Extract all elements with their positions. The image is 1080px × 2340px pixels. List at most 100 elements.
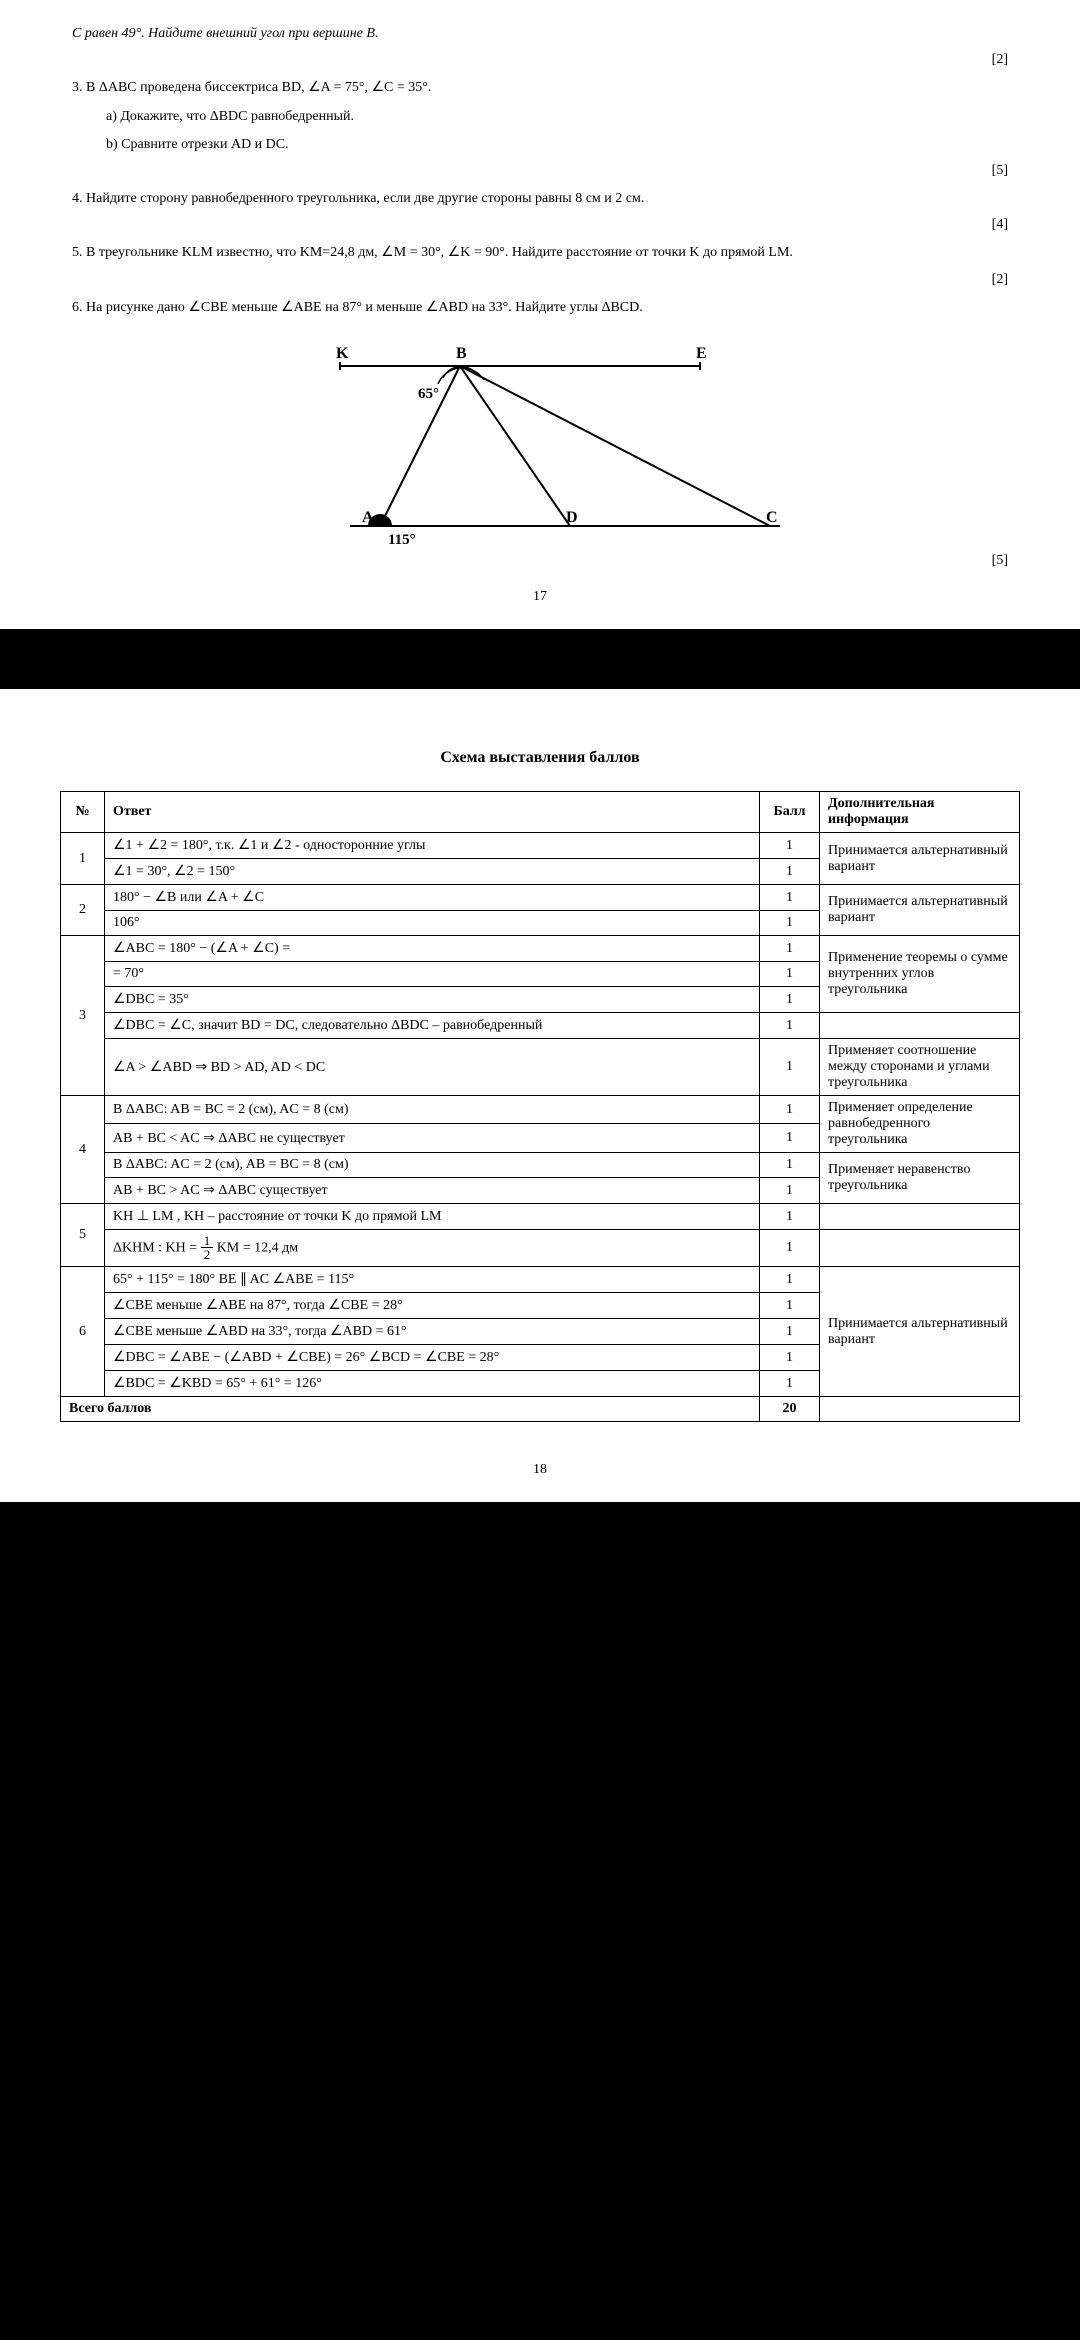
cell: 1: [760, 833, 820, 859]
cell: В ΔABC: AB = BC = 2 (см), AC = 8 (см): [105, 1096, 760, 1124]
cell: Применяет неравенство треугольника: [820, 1153, 1020, 1204]
cell: ∠DBC = 35°: [105, 987, 760, 1013]
table-row: ΔKHM : KH = 12 KM = 12,4 дм 1: [61, 1230, 1020, 1267]
label-65: 65°: [418, 386, 439, 402]
page-2: Схема выставления баллов № Ответ Балл До…: [0, 689, 1080, 1502]
cell: 1: [760, 1293, 820, 1319]
table-header: № Ответ Балл Дополнительная информация: [61, 792, 1020, 833]
cell: 1: [760, 936, 820, 962]
cell: 1: [760, 1267, 820, 1293]
cell: Принимается альтернативный вариант: [820, 885, 1020, 936]
p4: 4. Найдите сторону равнобедренного треуг…: [72, 189, 1008, 209]
cell: [820, 1397, 1020, 1422]
row-num: 3: [61, 936, 105, 1096]
table-row: 4 В ΔABC: AB = BC = 2 (см), AC = 8 (см) …: [61, 1096, 1020, 1124]
marking-table: № Ответ Балл Дополнительная информация 1…: [60, 791, 1020, 1422]
cell: [820, 1204, 1020, 1230]
p3-a: a) Докажите, что ΔBDC равнобедренный.: [72, 107, 1008, 127]
cell: Применение теоремы о сумме внутренних уг…: [820, 936, 1020, 1013]
table-row: 3 ∠ABC = 180° − (∠A + ∠C) = 1 Применение…: [61, 936, 1020, 962]
cell: KH ⊥ LM , KH – расстояние от точки K до …: [105, 1204, 760, 1230]
cell: ∠A > ∠ABD ⇒ BD > AD, AD < DC: [105, 1039, 760, 1096]
cell: 1: [760, 987, 820, 1013]
cell: 1: [760, 1345, 820, 1371]
table-total-row: Всего баллов 20: [61, 1397, 1020, 1422]
label-D: D: [566, 509, 578, 526]
cell: Применяет соотношение между сторонами и …: [820, 1039, 1020, 1096]
row-num: 1: [61, 833, 105, 885]
cell: 1: [760, 1039, 820, 1096]
page-1: C равен 49°. Найдите внешний угол при ве…: [0, 0, 1080, 629]
p2-fragment: C равен 49°. Найдите внешний угол при ве…: [72, 24, 1008, 44]
total-value: 20: [760, 1397, 820, 1422]
p2-text: C равен 49°. Найдите внешний угол при ве…: [72, 26, 378, 41]
cell: [820, 1230, 1020, 1267]
cell: ∠DBC = ∠C, значит BD = DC, следовательно…: [105, 1013, 760, 1039]
table-row: 6 65° + 115° = 180° BE ∥ AC ∠ABE = 115° …: [61, 1267, 1020, 1293]
row-num: 6: [61, 1267, 105, 1397]
cell: ∠1 = 30°, ∠2 = 150°: [105, 859, 760, 885]
cell: В ΔABC: AC = 2 (см), AB = BC = 8 (см): [105, 1153, 760, 1178]
cell: Принимается альтернативный вариант: [820, 1267, 1020, 1397]
cell: ΔKHM : KH = 12 KM = 12,4 дм: [105, 1230, 760, 1267]
cell: 1: [760, 885, 820, 911]
table-row: 2 180° − ∠B или ∠A + ∠C 1 Принимается ал…: [61, 885, 1020, 911]
cell: AB + BC > AC ⇒ ΔABC существует: [105, 1178, 760, 1204]
total-label: Всего баллов: [61, 1397, 760, 1422]
p5: 5. В треугольнике KLM известно, что KM=2…: [72, 243, 1008, 263]
r5b-pre: ΔKHM : KH =: [113, 1240, 201, 1255]
cell: ∠CBE меньше ∠ABD на 33°, тогда ∠ABD = 61…: [105, 1319, 760, 1345]
cell: 65° + 115° = 180° BE ∥ AC ∠ABE = 115°: [105, 1267, 760, 1293]
score-2: [2]: [72, 52, 1008, 68]
fraction-half: 12: [201, 1234, 214, 1262]
cell: 1: [760, 1204, 820, 1230]
label-B: B: [456, 345, 467, 362]
cell: ∠BDC = ∠KBD = 65° + 61° = 126°: [105, 1371, 760, 1397]
score-4: [4]: [72, 217, 1008, 233]
row-num: 2: [61, 885, 105, 936]
th-num: №: [61, 792, 105, 833]
cell: AB + BC < AC ⇒ ΔABC не существует: [105, 1124, 760, 1153]
table-row: 5 KH ⊥ LM , KH – расстояние от точки K д…: [61, 1204, 1020, 1230]
th-ans: Ответ: [105, 792, 760, 833]
cell: ∠ABC = 180° − (∠A + ∠C) =: [105, 936, 760, 962]
cell: ∠CBE меньше ∠ABE на 87°, тогда ∠CBE = 28…: [105, 1293, 760, 1319]
p3-b: b) Сравните отрезки AD и DC.: [72, 135, 1008, 155]
cell: 1: [760, 962, 820, 987]
row-num: 5: [61, 1204, 105, 1267]
table-row: 1 ∠1 + ∠2 = 180°, т.к. ∠1 и ∠2 - односто…: [61, 833, 1020, 859]
label-A: A: [362, 509, 374, 526]
table-row: ∠DBC = ∠C, значит BD = DC, следовательно…: [61, 1013, 1020, 1039]
label-E: E: [696, 345, 707, 362]
score-3: [5]: [72, 163, 1008, 179]
cell: 1: [760, 1230, 820, 1267]
cell: [820, 1013, 1020, 1039]
triangle-diagram: K B E A D C 65° 115°: [280, 336, 800, 566]
r5b-post: KM = 12,4 дм: [217, 1240, 298, 1255]
label-C: C: [766, 509, 778, 526]
cell: 180° − ∠B или ∠A + ∠C: [105, 885, 760, 911]
cell: 1: [760, 1124, 820, 1153]
th-info: Дополнительная информация: [820, 792, 1020, 833]
table-row: ∠A > ∠ABD ⇒ BD > AD, AD < DC 1 Применяет…: [61, 1039, 1020, 1096]
cell: 1: [760, 1096, 820, 1124]
cell: 1: [760, 1178, 820, 1204]
cell: Принимается альтернативный вариант: [820, 833, 1020, 885]
page-number-1: 17: [72, 589, 1008, 605]
cell: = 70°: [105, 962, 760, 987]
table-row: В ΔABC: AC = 2 (см), AB = BC = 8 (см) 1 …: [61, 1153, 1020, 1178]
cell: 106°: [105, 911, 760, 936]
label-115: 115°: [388, 532, 416, 548]
cell: ∠1 + ∠2 = 180°, т.к. ∠1 и ∠2 - односторо…: [105, 833, 760, 859]
cell: 1: [760, 859, 820, 885]
diagram-6: K B E A D C 65° 115°: [72, 336, 1008, 571]
cell: ∠DBC = ∠ABE − (∠ABD + ∠CBE) = 26° ∠BCD =…: [105, 1345, 760, 1371]
label-K: K: [336, 345, 349, 362]
cell: Применяет определение равнобедренного тр…: [820, 1096, 1020, 1153]
score-5: [2]: [72, 272, 1008, 288]
cell: 1: [760, 911, 820, 936]
p6: 6. На рисунке дано ∠CBE меньше ∠ABE на 8…: [72, 298, 1008, 318]
cell: 1: [760, 1371, 820, 1397]
marking-title: Схема выставления баллов: [60, 749, 1020, 767]
row-num: 4: [61, 1096, 105, 1204]
